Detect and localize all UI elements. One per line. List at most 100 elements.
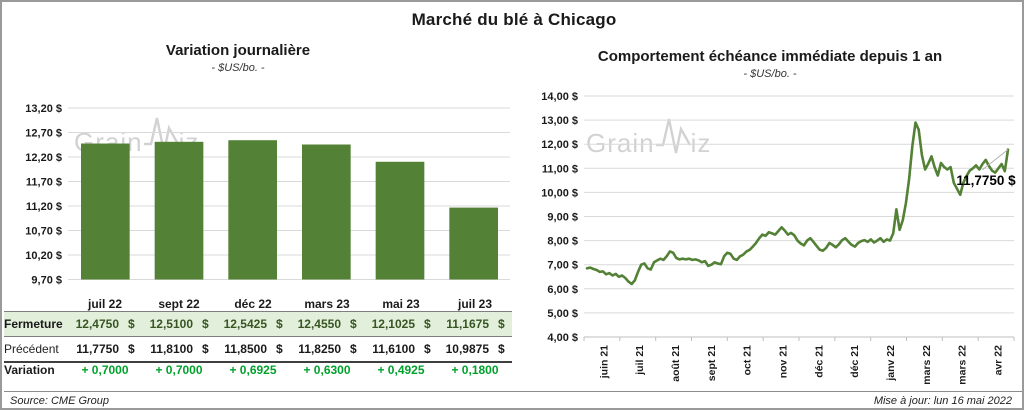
- source-note: Source: CME Group: [10, 395, 110, 407]
- price-value: 11,8100: [150, 342, 193, 356]
- price-line: [585, 121, 1010, 286]
- y-axis-tick-label: 10,70 $: [25, 226, 62, 238]
- table-cell: 11,7750 $: [68, 337, 142, 363]
- price-value: 12,1025: [371, 317, 415, 331]
- row-label: Précédent: [4, 342, 59, 356]
- table-row: Précédent 11,7750 $11,8100 $11,8500 $11,8250…: [4, 337, 512, 363]
- front-month-line-chart: 14,00 $ 13,00 $ 12,00 $ 11,00 $ 10,00 $ 9,00 …: [541, 91, 1016, 385]
- table-cell: 12,1025 $: [364, 311, 438, 337]
- x-axis-tick-label: nov 21: [778, 345, 790, 378]
- x-axis-tick-label: mars 22: [921, 345, 933, 385]
- table-cell: 12,4750 $: [68, 311, 142, 337]
- y-axis-tick-label: 6,00 $: [547, 284, 578, 296]
- bar: [81, 143, 130, 280]
- price-value: 11,1675: [446, 317, 489, 331]
- bar: [302, 144, 351, 280]
- x-axis-tick-label: juin 21: [598, 345, 610, 379]
- price-value: 10,9875: [445, 342, 489, 356]
- bar: [449, 207, 498, 280]
- y-axis-tick-label: 5,00 $: [547, 308, 578, 320]
- price-value: 11,8500: [224, 342, 267, 356]
- x-axis-tick-label: mars 22: [957, 345, 969, 385]
- x-axis-tick-label: avr 22: [993, 345, 1005, 376]
- bar: [375, 161, 425, 280]
- month-column-header: déc 22: [234, 297, 272, 311]
- watermark-text: iz: [690, 128, 712, 158]
- watermark-text: Grain: [586, 128, 655, 158]
- y-axis-tick-label: 8,00 $: [547, 236, 578, 248]
- price-value: 12,4750: [75, 317, 119, 331]
- currency-symbol: $: [498, 317, 505, 331]
- annotation-leader-line: [981, 149, 1009, 171]
- x-axis-tick-label: déc 21: [849, 345, 861, 378]
- currency-symbol: $: [498, 342, 505, 356]
- currency-symbol: $: [276, 317, 283, 331]
- x-axis-tick-label: sept 21: [706, 345, 718, 381]
- table-cell: 11,8500 $: [216, 337, 290, 363]
- y-axis-tick-label: 10,00 $: [541, 187, 578, 199]
- table-row: Fermeture 12,4750 $12,5100 $12,5425 $12,4550…: [4, 311, 512, 337]
- month-column-header: mars 23: [304, 297, 350, 311]
- line-chart-subtitle: - $US/bo. -: [743, 68, 797, 80]
- watermark-pulse-icon: [143, 117, 179, 153]
- currency-symbol: $: [128, 342, 135, 356]
- currency-symbol: $: [276, 342, 283, 356]
- currency-symbol: $: [128, 317, 135, 331]
- currency-symbol: $: [202, 342, 209, 356]
- currency-symbol: $: [202, 317, 209, 331]
- x-axis-tick-label: déc 21: [813, 345, 825, 378]
- table-cell: 11,1675 $: [438, 311, 512, 337]
- y-axis-tick-label: 10,20 $: [25, 250, 62, 262]
- x-axis-tick-label: juil 21: [634, 345, 646, 376]
- currency-symbol: $: [350, 317, 357, 331]
- variation-value: + 0,6925: [216, 361, 290, 377]
- y-axis-tick-label: 9,70 $: [31, 275, 62, 287]
- variation-value: + 0,6300: [290, 361, 364, 377]
- table-header-row: juil 22 sept 22 déc 22 mars 23 mai 23 juil 23: [4, 297, 512, 312]
- watermark-pulse-icon: [655, 118, 691, 154]
- bar: [228, 140, 277, 280]
- bar-chart-title: Variation journalière: [165, 42, 311, 59]
- y-axis-tick-label: 4,00 $: [547, 332, 578, 344]
- page-title: Marché du blé à Chicago: [411, 10, 617, 29]
- row-label: Variation: [4, 361, 68, 377]
- price-value: 11,8250: [298, 342, 341, 356]
- bar: [154, 141, 204, 280]
- x-axis-tick-label: août 21: [670, 345, 682, 382]
- price-value: 12,5425: [223, 317, 267, 331]
- month-column-header: juil 22: [87, 297, 122, 311]
- month-column-header: juil 23: [457, 297, 492, 311]
- table-cell: 12,5425 $: [216, 311, 290, 337]
- table-cell: 12,4550 $: [290, 311, 364, 337]
- variation-value: + 0,7000: [142, 361, 216, 377]
- grainwiz-watermark: Grain iz: [586, 116, 711, 156]
- table-cell: 10,9875 $: [438, 337, 512, 363]
- month-column-header: mai 23: [382, 297, 420, 311]
- y-axis-tick-label: 7,00 $: [547, 260, 578, 272]
- updated-note: Mise à jour: lun 16 mai 2022: [873, 395, 1012, 407]
- variation-value: + 0,4925: [364, 361, 438, 377]
- y-axis-tick-label: 11,70 $: [26, 177, 62, 189]
- variation-value: + 0,7000: [68, 361, 142, 377]
- y-axis-tick-label: 11,20 $: [26, 201, 62, 213]
- table-cell: 12,5100 $: [142, 311, 216, 337]
- table-cell: 11,8250 $: [290, 337, 364, 363]
- table-corner-cell: [4, 297, 68, 312]
- price-value: 12,4550: [297, 317, 341, 331]
- line-chart-title: Comportement échéance immédiate depuis 1…: [597, 48, 943, 65]
- x-axis-tick-label: oct 21: [742, 345, 754, 376]
- futures-quote-table: juil 22 sept 22 déc 22 mars 23 mai 23 juil 23…: [4, 297, 512, 377]
- table-cell: 11,6100 $: [364, 337, 438, 363]
- price-value: 12,5100: [149, 317, 193, 331]
- table-row: Variation + 0,7000 + 0,7000 + 0,6925 + 0,630…: [4, 361, 512, 377]
- currency-symbol: $: [424, 317, 431, 331]
- variation-value: + 0,1800: [438, 361, 512, 377]
- daily-variation-bar-chart: 13,20 $ 12,70 $ 12,20 $ 11,70 $ 11,20 $ 10,70…: [25, 103, 510, 287]
- currency-symbol: $: [424, 342, 431, 356]
- y-axis-tick-label: 13,00 $: [541, 115, 578, 127]
- y-axis-tick-label: 11,00 $: [542, 163, 578, 175]
- y-axis-tick-label: 12,20 $: [25, 152, 62, 164]
- last-price-annotation: 11,7750 $: [956, 173, 1016, 188]
- price-value: 11,7750: [76, 342, 119, 356]
